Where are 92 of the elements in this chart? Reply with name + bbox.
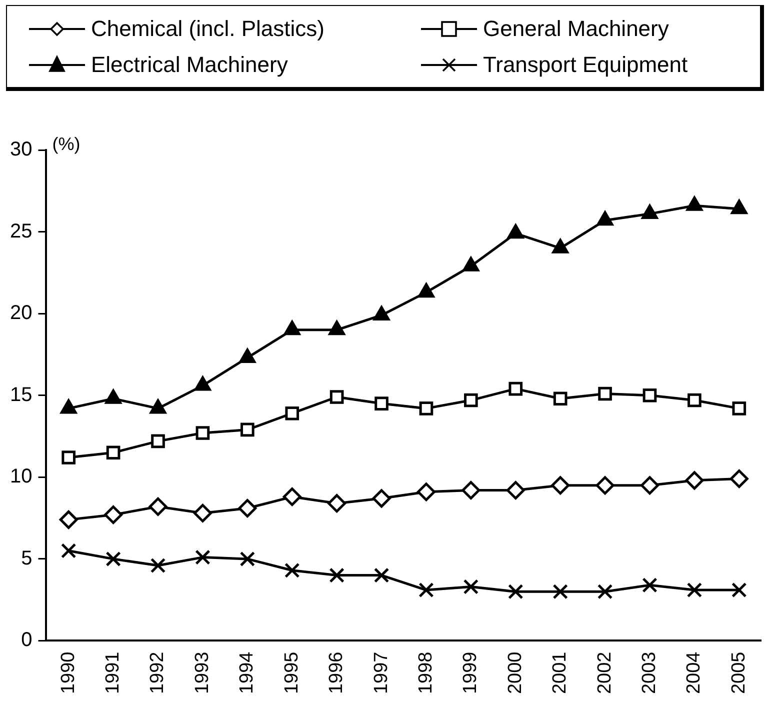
x-tick-label: 1995 (281, 652, 302, 694)
x-tick-label: 2003 (638, 652, 660, 694)
x-tick-label: 2000 (504, 652, 526, 694)
point (194, 376, 211, 391)
point (730, 200, 748, 214)
x-tick-label: 2005 (728, 652, 750, 694)
point (506, 480, 525, 500)
y-tick-label: 5 (21, 547, 32, 570)
point (686, 582, 702, 598)
point (193, 504, 212, 522)
y-axis-title: (%) (52, 134, 80, 154)
point (464, 393, 478, 408)
point (732, 402, 746, 416)
point (642, 578, 658, 593)
point (508, 584, 524, 600)
y-tick-label: 30 (10, 138, 32, 161)
x-tick-label: 1991 (102, 652, 124, 694)
point (195, 550, 210, 565)
point (552, 584, 568, 600)
point (148, 497, 168, 516)
point (418, 582, 434, 598)
point (416, 482, 436, 502)
point (151, 434, 165, 448)
point (104, 506, 123, 524)
x-tick-label: 1994 (236, 651, 258, 694)
point (238, 498, 257, 518)
legend-label: Transport Equipment (483, 52, 688, 78)
point (60, 543, 76, 558)
point (552, 238, 569, 254)
x-tick-label: 1999 (460, 652, 482, 694)
y-tick-label: 0 (21, 629, 32, 652)
point (285, 406, 300, 420)
point (105, 389, 122, 404)
point (62, 450, 76, 464)
point (59, 510, 78, 529)
point (685, 471, 704, 490)
point (330, 390, 344, 404)
point (374, 568, 390, 583)
legend-label: Electrical Machinery (91, 52, 288, 78)
x-tick-label: 1990 (58, 652, 79, 694)
point (282, 488, 302, 506)
point (240, 551, 256, 567)
y-tick-label: 15 (10, 384, 32, 406)
x-tick-label: 1997 (370, 652, 392, 694)
point (688, 393, 702, 408)
point (374, 396, 388, 410)
y-tick-label: 25 (10, 220, 32, 242)
point (418, 283, 434, 298)
point (642, 204, 658, 220)
point (240, 422, 254, 437)
point (507, 224, 524, 239)
point (106, 446, 120, 460)
point (462, 480, 480, 500)
legend-label: Chemical (incl. Plastics) (91, 16, 324, 42)
point (730, 470, 748, 488)
point (553, 392, 568, 406)
point (328, 320, 345, 336)
point (686, 196, 703, 211)
legend-label: General Machinery (483, 16, 669, 42)
point (373, 306, 390, 320)
point (329, 568, 344, 583)
point (463, 579, 479, 594)
x-tick-label: 2002 (594, 652, 616, 694)
point (462, 256, 480, 272)
point (196, 426, 210, 440)
y-tick-label: 10 (10, 466, 32, 488)
point (551, 476, 570, 495)
point (419, 402, 434, 416)
point (106, 551, 121, 567)
point (60, 399, 77, 414)
point (284, 562, 300, 578)
point (732, 582, 747, 598)
point (640, 476, 659, 495)
point (150, 558, 166, 574)
x-tick-label: 1993 (192, 652, 213, 694)
x-tick-label: 1996 (326, 652, 348, 694)
point (598, 386, 612, 401)
x-tick-label: 2001 (550, 652, 571, 694)
y-tick-label: 20 (10, 302, 32, 324)
point (284, 320, 300, 336)
point (239, 348, 256, 363)
point (372, 489, 391, 508)
point (596, 211, 614, 226)
x-tick-label: 1992 (147, 652, 168, 694)
point (508, 382, 523, 396)
x-tick-label: 1998 (415, 652, 436, 694)
point (150, 399, 166, 414)
point (328, 494, 346, 513)
x-tick-label: 2004 (684, 651, 705, 694)
point (597, 584, 613, 600)
point (596, 476, 614, 495)
point (642, 388, 657, 402)
